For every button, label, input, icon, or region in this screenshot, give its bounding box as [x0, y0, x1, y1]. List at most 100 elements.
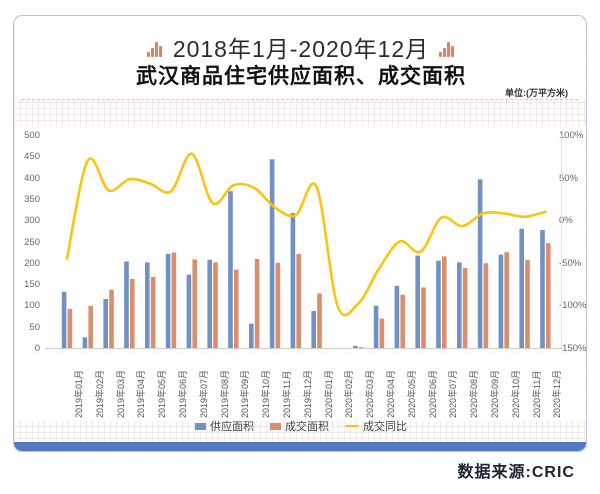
transaction-bar [109, 289, 114, 348]
legend-item-supply: 供应面积 [195, 418, 254, 434]
supply-bar [61, 291, 67, 348]
x-axis-label: 2020年08月 [469, 369, 480, 418]
transaction-bar [379, 318, 385, 348]
right-axis-tick: 50% [559, 172, 579, 184]
x-axis-label: 2019年01月 [74, 369, 84, 418]
data-source: 数据来源:CRIC [457, 464, 575, 481]
transaction-bar [400, 294, 405, 348]
transaction-bar [254, 258, 260, 348]
x-axis-label: 2020年11月 [531, 370, 542, 418]
supply-bar [415, 255, 420, 348]
transaction-bar [546, 243, 551, 348]
x-axis-label: 2019年02月 [94, 369, 105, 418]
transaction-bar [421, 287, 426, 348]
transaction-bar [130, 278, 135, 348]
supply-bar [290, 212, 296, 348]
supply-bar [519, 228, 524, 348]
transaction-swatch-icon [270, 422, 281, 430]
supply-bar [353, 345, 358, 348]
x-axis-label: 2020年05月 [406, 369, 417, 418]
unit-note: 单位:(万平方米) [505, 88, 568, 98]
supply-bar [373, 305, 379, 348]
supply-bar [207, 259, 212, 348]
xlabel-background [15, 353, 585, 421]
transaction-bar [213, 262, 218, 348]
transaction-bar [192, 259, 197, 348]
supply-bar [540, 229, 545, 348]
x-axis-label: 2019年04月 [136, 369, 147, 418]
x-axis-label: 2019年12月 [302, 369, 313, 418]
yoy-line [65, 152, 547, 317]
x-axis-label: 2019年07月 [198, 369, 209, 418]
supply-bar [249, 323, 254, 348]
transaction-bar [88, 305, 93, 348]
x-axis-label: 2019年06月 [178, 369, 188, 418]
transaction-bar [275, 262, 281, 348]
transaction-bar [150, 276, 156, 348]
left-axis-tick: 150 [24, 279, 40, 291]
supply-bar [436, 260, 441, 348]
title-separator [22, 99, 578, 100]
transaction-bar [317, 293, 322, 348]
x-axis-label: 2020年04月 [386, 369, 396, 418]
x-axis-labels: 2019年01月 2019年02月 2019年03月 2019年04月 2019年05月… [37, 354, 567, 424]
left-axis-tick: 0 [34, 343, 40, 354]
bar-chart-icon [146, 39, 163, 57]
supply-bar [145, 262, 150, 348]
bar-chart-icon [439, 39, 455, 57]
x-axis-label: 2019年05月 [157, 369, 168, 418]
transaction-bar [171, 252, 177, 348]
transaction-bar [483, 263, 489, 348]
transaction-bar [358, 347, 364, 348]
right-axis-tick: 0% [559, 215, 573, 227]
x-axis-label: 2019年08月 [219, 369, 230, 418]
supply-bar [477, 179, 483, 348]
supply-swatch-icon [195, 422, 206, 430]
supply-bar [82, 337, 88, 348]
x-axis-label: 2020年03月 [365, 369, 376, 418]
x-axis-label: 2019年10月 [261, 369, 272, 418]
x-axis-label: 2019年11月 [282, 370, 292, 418]
supply-bar [311, 310, 316, 348]
x-axis-label: 2020年12月 [552, 369, 563, 418]
legend: 供应面积 成交面积 成交同比 [14, 418, 586, 434]
x-axis-label: 2020年01月 [323, 369, 334, 418]
transaction-bar [504, 252, 509, 348]
combo-chart [45, 135, 562, 349]
left-axis-tick: 50 [29, 321, 40, 333]
supply-bar [269, 159, 275, 348]
x-axis-label: 2020年06月 [427, 369, 438, 418]
transaction-bar [462, 267, 468, 348]
transaction-bar [234, 269, 239, 348]
right-axis-tick: 100% [559, 130, 584, 141]
yoy-line-swatch-icon [345, 424, 359, 428]
legend-label: 供应面积 [210, 421, 254, 433]
x-axis-label: 2020年07月 [448, 369, 459, 418]
left-axis-tick: 400 [24, 172, 40, 184]
left-axis-tick: 450 [24, 151, 40, 163]
card-bottom-accent [14, 442, 586, 451]
legend-label: 成交同比 [363, 421, 407, 433]
left-axis-tick: 250 [24, 236, 40, 248]
supply-bar [228, 191, 233, 348]
transaction-bar [525, 259, 530, 348]
left-axis-tick: 350 [24, 193, 40, 205]
supply-bar [124, 261, 129, 348]
right-axis-tick: -100% [559, 300, 587, 312]
legend-item-transaction: 成交面积 [270, 418, 329, 434]
x-axis-label: 2020年02月 [344, 369, 355, 418]
supply-bar [165, 253, 171, 348]
page-title: 武汉商品住宅供应面积、成交面积 [136, 65, 466, 88]
left-axis-tick: 100 [24, 300, 40, 312]
supply-bar [457, 262, 462, 348]
title-row: 2018年1月-2020年12月 [14, 30, 586, 64]
supply-bar [394, 285, 400, 348]
title-date-range: 2018年1月-2020年12月 [172, 36, 430, 62]
right-axis-tick: -150% [559, 343, 587, 354]
x-axis-label: 2019年09月 [240, 369, 251, 418]
supply-bar [498, 254, 504, 348]
left-axis-tick: 300 [24, 215, 40, 227]
x-axis-label: 2020年09月 [490, 369, 500, 418]
x-axis-label: 2019年03月 [115, 369, 126, 418]
